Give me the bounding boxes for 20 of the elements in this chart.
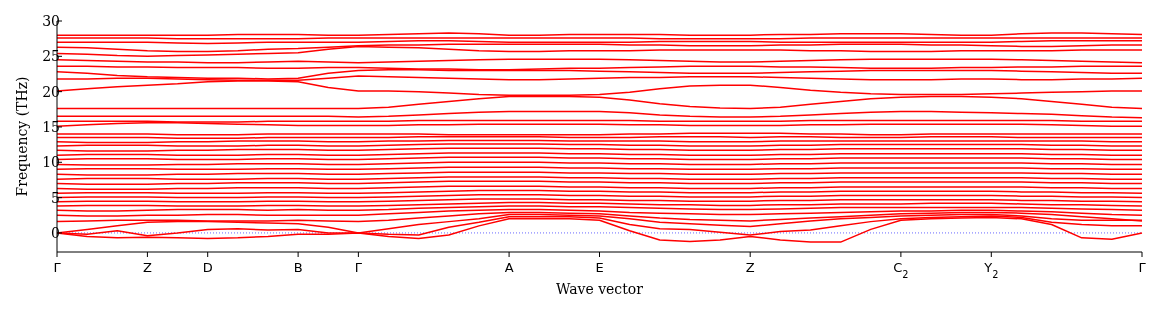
y-tick-label: 25 [42, 48, 60, 65]
x-tick-label: Γ [354, 260, 363, 275]
x-tick-label: E [595, 260, 604, 275]
y-axis-title: Frequency (THz) [14, 76, 30, 197]
y-tick-label: 20 [42, 83, 60, 100]
x-tick-label: Z [142, 260, 152, 275]
y-tick-label: 30 [42, 12, 60, 29]
y-tick-label: 5 [51, 189, 60, 206]
x-tick-label: Y$_{2}$ [983, 260, 999, 280]
x-tick-label: C$_{2}$ [893, 260, 909, 280]
x-axis-title: Wave vector [556, 281, 644, 297]
y-tick-label: 10 [42, 154, 60, 171]
x-tick-label: Γ [53, 260, 62, 275]
y-tick-label: 0 [51, 224, 60, 241]
x-tick-label: Z [745, 260, 755, 275]
x-tick-label: B [293, 260, 303, 275]
x-tick-label: D [202, 260, 213, 275]
y-tick-label: 15 [42, 118, 60, 135]
x-tick-label: Γ [1138, 260, 1147, 275]
x-tick-label: A [504, 260, 514, 275]
